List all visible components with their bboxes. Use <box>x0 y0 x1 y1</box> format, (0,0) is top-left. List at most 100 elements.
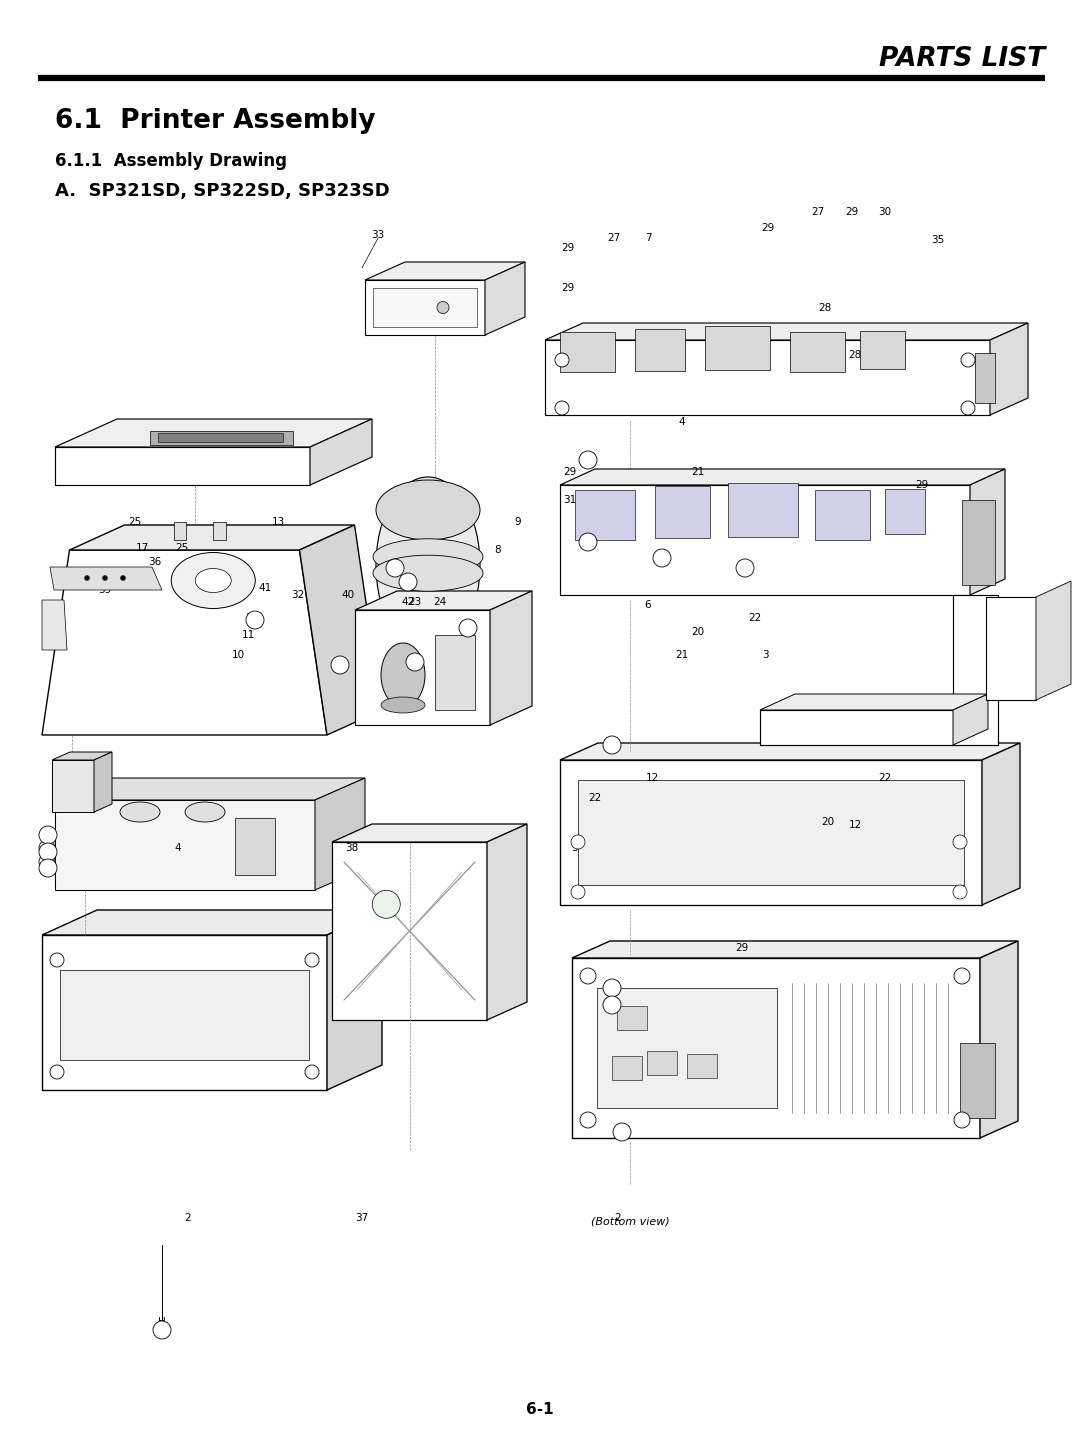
Text: 22: 22 <box>748 613 761 623</box>
Ellipse shape <box>373 538 483 574</box>
Polygon shape <box>373 288 477 327</box>
Circle shape <box>579 450 597 469</box>
Polygon shape <box>982 743 1020 905</box>
Polygon shape <box>487 825 527 1020</box>
Polygon shape <box>355 610 490 725</box>
Ellipse shape <box>172 553 255 609</box>
Circle shape <box>39 843 57 861</box>
Text: A: A <box>609 983 615 993</box>
Circle shape <box>39 859 57 876</box>
Text: 5: 5 <box>571 843 578 853</box>
Circle shape <box>373 891 401 918</box>
Text: 6-1: 6-1 <box>526 1403 554 1417</box>
Polygon shape <box>561 760 982 905</box>
Text: 8: 8 <box>495 545 501 555</box>
Polygon shape <box>94 753 112 812</box>
Text: 6: 6 <box>645 600 651 610</box>
Text: D: D <box>742 564 748 573</box>
Text: H: H <box>158 1317 166 1327</box>
Text: 22: 22 <box>589 793 602 803</box>
Text: H: H <box>44 830 51 839</box>
Polygon shape <box>365 262 525 281</box>
Polygon shape <box>789 332 845 373</box>
Polygon shape <box>687 1053 717 1078</box>
Text: 12: 12 <box>849 820 862 830</box>
Circle shape <box>653 550 671 567</box>
Circle shape <box>246 612 264 629</box>
Polygon shape <box>760 594 998 745</box>
Text: E: E <box>44 858 50 866</box>
Text: F: F <box>44 843 50 852</box>
Circle shape <box>437 302 449 314</box>
Text: I: I <box>254 616 256 625</box>
Circle shape <box>386 558 404 577</box>
Polygon shape <box>42 935 327 1089</box>
Polygon shape <box>986 597 1036 699</box>
Circle shape <box>579 532 597 551</box>
Polygon shape <box>561 743 1020 760</box>
Text: 28: 28 <box>811 350 825 360</box>
Text: 13: 13 <box>271 517 285 527</box>
Polygon shape <box>159 433 283 442</box>
Circle shape <box>571 835 585 849</box>
Text: 31: 31 <box>564 495 577 505</box>
Text: C: C <box>413 658 418 666</box>
Circle shape <box>603 735 621 754</box>
Polygon shape <box>705 327 770 370</box>
Circle shape <box>84 576 90 580</box>
Polygon shape <box>561 485 970 594</box>
Text: E: E <box>45 863 51 872</box>
Polygon shape <box>953 694 988 745</box>
Circle shape <box>571 885 585 899</box>
Text: 4: 4 <box>175 843 181 853</box>
Polygon shape <box>55 800 315 889</box>
Polygon shape <box>42 600 67 650</box>
Polygon shape <box>69 525 354 550</box>
Circle shape <box>50 953 64 967</box>
Text: 3: 3 <box>761 650 768 661</box>
Polygon shape <box>545 322 1028 340</box>
Text: 27: 27 <box>811 207 825 217</box>
Circle shape <box>50 1065 64 1079</box>
Text: 24: 24 <box>433 597 447 607</box>
Text: 30: 30 <box>878 207 892 217</box>
Text: 2: 2 <box>185 1213 191 1223</box>
Text: 6.1.1  Assembly Drawing: 6.1.1 Assembly Drawing <box>55 153 287 170</box>
Polygon shape <box>332 825 527 842</box>
Circle shape <box>103 576 108 580</box>
Text: 29: 29 <box>846 207 859 217</box>
Text: 4: 4 <box>678 417 686 427</box>
Text: 40: 40 <box>341 590 354 600</box>
Circle shape <box>39 853 55 871</box>
Polygon shape <box>150 432 294 446</box>
Polygon shape <box>52 753 112 760</box>
Polygon shape <box>970 469 1005 594</box>
Polygon shape <box>654 486 710 538</box>
Text: 22: 22 <box>878 773 892 783</box>
Text: G: G <box>337 661 343 669</box>
Polygon shape <box>572 958 980 1138</box>
Polygon shape <box>355 591 532 610</box>
Ellipse shape <box>376 476 480 653</box>
Ellipse shape <box>376 481 480 540</box>
Polygon shape <box>485 262 525 335</box>
Circle shape <box>39 840 55 856</box>
Polygon shape <box>617 1006 647 1030</box>
Polygon shape <box>42 909 382 935</box>
Text: 6.1  Printer Assembly: 6.1 Printer Assembly <box>55 108 376 134</box>
Circle shape <box>603 996 621 1014</box>
Circle shape <box>954 968 970 984</box>
Circle shape <box>613 1122 631 1141</box>
Text: 17: 17 <box>135 543 149 553</box>
Polygon shape <box>52 760 94 812</box>
Polygon shape <box>962 499 995 586</box>
Text: G: G <box>619 1128 625 1137</box>
Text: C: C <box>659 554 665 563</box>
Polygon shape <box>597 989 777 1108</box>
Text: 25: 25 <box>175 543 189 553</box>
Text: 29: 29 <box>562 243 575 253</box>
Polygon shape <box>572 941 1018 958</box>
Polygon shape <box>545 340 990 414</box>
Circle shape <box>153 1321 171 1340</box>
Circle shape <box>953 885 967 899</box>
